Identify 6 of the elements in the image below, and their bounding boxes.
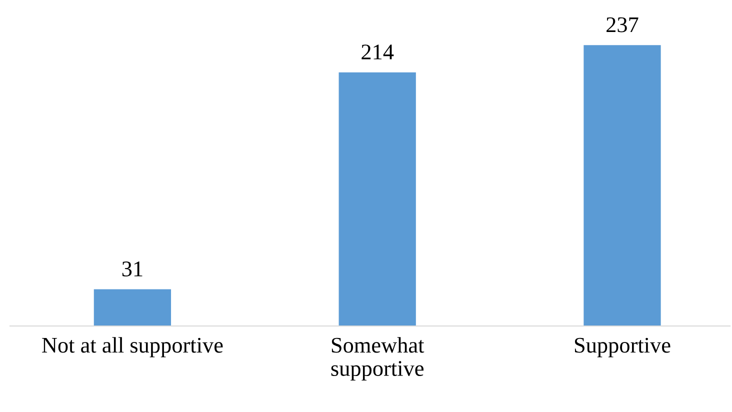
x-tick-label: Somewhat supportive bbox=[331, 337, 424, 380]
x-tick-label: Supportive bbox=[574, 338, 670, 358]
x-tick-label: Not at all supportive bbox=[42, 337, 223, 358]
data-label: 214 bbox=[362, 44, 394, 60]
data-label: 237 bbox=[606, 17, 638, 32]
data-label: 31 bbox=[122, 261, 142, 276]
